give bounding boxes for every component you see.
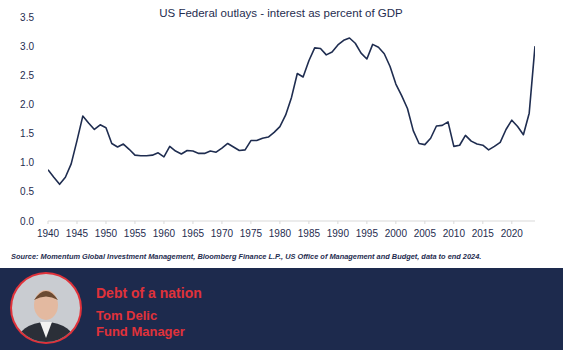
x-tick-label: 1960: [153, 228, 176, 239]
source-note: Source: Momentum Global Investment Manag…: [11, 252, 481, 261]
y-tick-label: 1.0: [20, 157, 34, 168]
x-tick-label: 1940: [37, 228, 60, 239]
footer-band: [0, 268, 563, 350]
x-tick: [250, 221, 251, 224]
x-tick: [337, 221, 338, 224]
footer-heading: Debt of a nation: [96, 285, 202, 301]
portrait-ring: [10, 272, 82, 344]
x-tick-label: 2000: [385, 228, 408, 239]
x-tick-label: 1995: [356, 228, 379, 239]
x-tick: [279, 221, 280, 224]
x-tick: [221, 221, 222, 224]
x-tick-label: 2010: [443, 228, 466, 239]
x-tick: [366, 221, 367, 224]
chart-title: US Federal outlays - interest as percent…: [159, 7, 403, 19]
x-tick-label: 1965: [182, 228, 205, 239]
x-tick-label: 1975: [240, 228, 263, 239]
x-tick: [163, 221, 164, 224]
portrait-head: [34, 290, 58, 320]
x-tick-label: 2020: [501, 228, 524, 239]
x-tick-label: 1945: [66, 228, 89, 239]
x-tick: [192, 221, 193, 224]
portrait: [12, 274, 80, 350]
portrait-hair: [34, 291, 58, 300]
y-tick-label: 3.5: [20, 12, 34, 23]
x-tick: [48, 221, 49, 224]
footer-role: Fund Manager: [96, 324, 185, 339]
x-tick-label: 1985: [298, 228, 321, 239]
x-tick-label: 1990: [327, 228, 350, 239]
plot-area: [48, 38, 535, 184]
x-tick: [105, 221, 106, 224]
x-tick: [511, 221, 512, 224]
x-tick: [482, 221, 483, 224]
footer-name: Tom Delic: [96, 308, 157, 323]
series-line: [48, 38, 535, 184]
x-axis-line: [48, 221, 535, 222]
y-tick-label: 0.0: [20, 216, 34, 227]
y-tick-label: 2.5: [20, 70, 34, 81]
x-tick: [424, 221, 425, 224]
y-tick-label: 0.5: [20, 186, 34, 197]
x-tick-label: 2005: [414, 228, 437, 239]
x-tick-label: 1970: [211, 228, 234, 239]
chart-root: US Federal outlays - interest as percent…: [0, 0, 563, 350]
x-tick: [76, 221, 77, 224]
x-tick: [308, 221, 309, 224]
x-tick: [134, 221, 135, 224]
x-tick-label: 1980: [269, 228, 292, 239]
y-tick-label: 1.5: [20, 128, 34, 139]
y-tick-label: 2.0: [20, 99, 34, 110]
x-tick-label: 1955: [124, 228, 147, 239]
portrait-body: [16, 322, 76, 350]
x-tick-label: 2015: [472, 228, 495, 239]
x-tick-label: 1950: [95, 228, 118, 239]
x-tick: [395, 221, 396, 224]
portrait-shirt: [40, 322, 52, 338]
x-tick: [453, 221, 454, 224]
y-tick-label: 3.0: [20, 41, 34, 52]
